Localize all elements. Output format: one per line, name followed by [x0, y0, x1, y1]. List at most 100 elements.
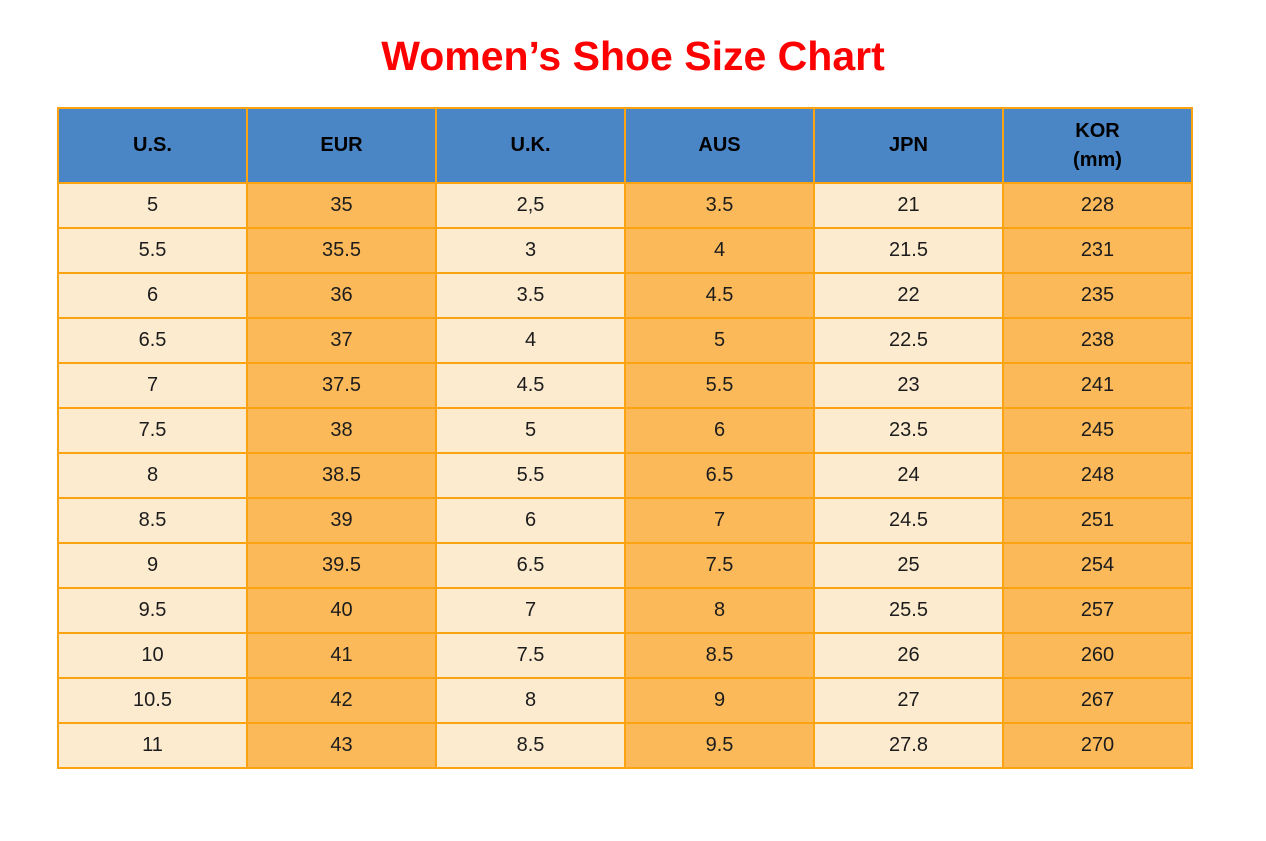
column-header-kor-mm: KOR (mm)	[1002, 107, 1193, 184]
cell-jpn: 23	[813, 362, 1004, 409]
cell-jpn: 27.8	[813, 722, 1004, 769]
cell-aus: 9.5	[624, 722, 815, 769]
cell-aus: 8.5	[624, 632, 815, 679]
cell-u-s: 9	[57, 542, 248, 589]
cell-jpn: 26	[813, 632, 1004, 679]
cell-u-k: 2,5	[435, 182, 626, 229]
column-header-label: U.K.	[510, 134, 551, 156]
cell-eur: 37.5	[246, 362, 437, 409]
cell-eur: 37	[246, 317, 437, 364]
shoe-size-table: U.S. EUR U.K. AUS JPN KOR (mm) 5 35 2,5 3.5 21 228 5…	[57, 107, 1193, 769]
cell-u-s: 6.5	[57, 317, 248, 364]
cell-kor-mm: 267	[1002, 677, 1193, 724]
cell-u-k: 7.5	[435, 632, 626, 679]
cell-jpn: 21.5	[813, 227, 1004, 274]
cell-u-s: 9.5	[57, 587, 248, 634]
cell-u-k: 8	[435, 677, 626, 724]
cell-aus: 7.5	[624, 542, 815, 589]
column-header-jpn: JPN	[813, 107, 1004, 184]
column-header-u-k: U.K.	[435, 107, 626, 184]
table-header: U.S. EUR U.K. AUS JPN KOR (mm)	[57, 107, 1193, 184]
cell-u-k: 5.5	[435, 452, 626, 499]
cell-u-k: 6.5	[435, 542, 626, 589]
cell-kor-mm: 248	[1002, 452, 1193, 499]
cell-aus: 8	[624, 587, 815, 634]
cell-u-s: 7	[57, 362, 248, 409]
cell-jpn: 25	[813, 542, 1004, 589]
cell-aus: 6	[624, 407, 815, 454]
cell-aus: 4	[624, 227, 815, 274]
cell-aus: 5.5	[624, 362, 815, 409]
table-row: 11 43 8.5 9.5 27.8 270	[57, 722, 1193, 769]
cell-kor-mm: 235	[1002, 272, 1193, 319]
cell-kor-mm: 257	[1002, 587, 1193, 634]
column-header-label: KOR	[1075, 119, 1120, 142]
cell-jpn: 22	[813, 272, 1004, 319]
cell-u-k: 8.5	[435, 722, 626, 769]
column-header-label: AUS	[698, 134, 741, 156]
table-row: 8.5 39 6 7 24.5 251	[57, 497, 1193, 544]
cell-kor-mm: 251	[1002, 497, 1193, 544]
cell-u-k: 4.5	[435, 362, 626, 409]
cell-kor-mm: 270	[1002, 722, 1193, 769]
cell-u-k: 7	[435, 587, 626, 634]
table-row: 6.5 37 4 5 22.5 238	[57, 317, 1193, 364]
cell-eur: 40	[246, 587, 437, 634]
column-header-u-s: U.S.	[57, 107, 248, 184]
cell-kor-mm: 228	[1002, 182, 1193, 229]
cell-eur: 36	[246, 272, 437, 319]
cell-u-s: 6	[57, 272, 248, 319]
column-header-label: U.S.	[133, 134, 172, 156]
table-row: 8 38.5 5.5 6.5 24 248	[57, 452, 1193, 499]
cell-jpn: 23.5	[813, 407, 1004, 454]
table-row: 9 39.5 6.5 7.5 25 254	[57, 542, 1193, 589]
column-header-label: EUR	[320, 134, 363, 156]
page-title: Women’s Shoe Size Chart	[381, 33, 885, 79]
cell-jpn: 27	[813, 677, 1004, 724]
cell-aus: 6.5	[624, 452, 815, 499]
cell-u-k: 3.5	[435, 272, 626, 319]
column-header-aus: AUS	[624, 107, 815, 184]
cell-aus: 7	[624, 497, 815, 544]
cell-u-s: 8.5	[57, 497, 248, 544]
cell-eur: 39.5	[246, 542, 437, 589]
cell-eur: 39	[246, 497, 437, 544]
cell-kor-mm: 241	[1002, 362, 1193, 409]
cell-eur: 35.5	[246, 227, 437, 274]
cell-u-s: 10	[57, 632, 248, 679]
table-row: 7.5 38 5 6 23.5 245	[57, 407, 1193, 454]
cell-u-s: 5	[57, 182, 248, 229]
table-row: 10 41 7.5 8.5 26 260	[57, 632, 1193, 679]
cell-jpn: 24.5	[813, 497, 1004, 544]
cell-u-s: 5.5	[57, 227, 248, 274]
table-row: 10.5 42 8 9 27 267	[57, 677, 1193, 724]
cell-eur: 41	[246, 632, 437, 679]
table-row: 6 36 3.5 4.5 22 235	[57, 272, 1193, 319]
table-row: 9.5 40 7 8 25.5 257	[57, 587, 1193, 634]
cell-u-s: 10.5	[57, 677, 248, 724]
table-body: 5 35 2,5 3.5 21 228 5.5 35.5 3 4 21.5 231 6 36 3.5 4.5 2…	[57, 182, 1193, 769]
cell-eur: 35	[246, 182, 437, 229]
table-row: 5 35 2,5 3.5 21 228	[57, 182, 1193, 229]
column-header-label: (mm)	[1073, 148, 1122, 171]
column-header-eur: EUR	[246, 107, 437, 184]
cell-kor-mm: 231	[1002, 227, 1193, 274]
table-row: 7 37.5 4.5 5.5 23 241	[57, 362, 1193, 409]
cell-kor-mm: 238	[1002, 317, 1193, 364]
cell-kor-mm: 245	[1002, 407, 1193, 454]
cell-u-k: 4	[435, 317, 626, 364]
column-header-label: JPN	[889, 134, 928, 156]
table-header-row: U.S. EUR U.K. AUS JPN KOR (mm)	[57, 107, 1193, 184]
cell-eur: 38.5	[246, 452, 437, 499]
cell-kor-mm: 260	[1002, 632, 1193, 679]
cell-aus: 5	[624, 317, 815, 364]
cell-jpn: 24	[813, 452, 1004, 499]
table-row: 5.5 35.5 3 4 21.5 231	[57, 227, 1193, 274]
cell-u-k: 6	[435, 497, 626, 544]
cell-jpn: 21	[813, 182, 1004, 229]
cell-kor-mm: 254	[1002, 542, 1193, 589]
cell-aus: 3.5	[624, 182, 815, 229]
cell-u-s: 8	[57, 452, 248, 499]
cell-u-s: 11	[57, 722, 248, 769]
